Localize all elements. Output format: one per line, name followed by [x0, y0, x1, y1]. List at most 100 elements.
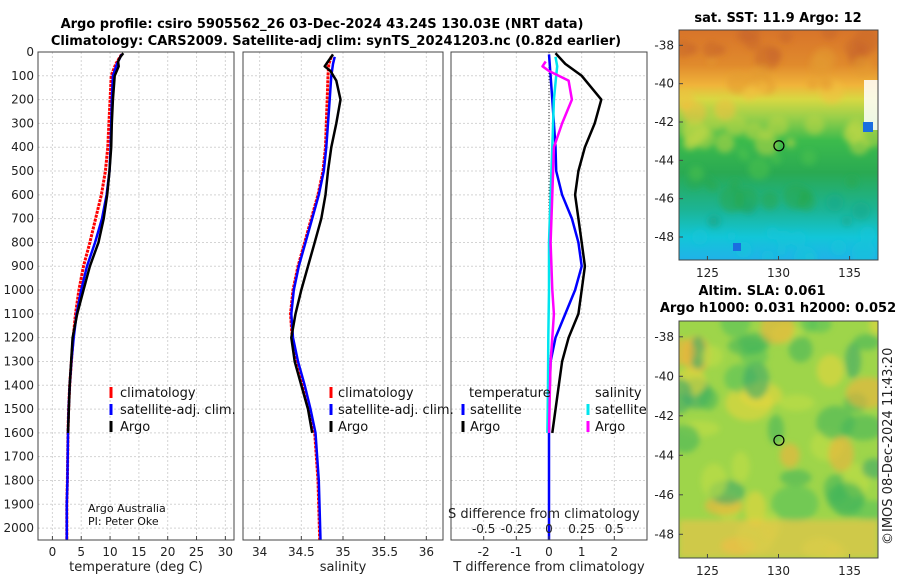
sst-texture-blob	[761, 250, 774, 260]
sst-texture-blob	[852, 202, 870, 220]
sst-texture-blob	[841, 215, 853, 227]
sla-texture-blob	[689, 335, 706, 370]
sst-texture-blob	[766, 47, 782, 63]
sst-texture-blob	[826, 194, 844, 212]
map-y-tick-label: -38	[654, 38, 674, 52]
salinity-legend: climatology satellite-adj. clim. Argo	[329, 386, 454, 435]
sst-texture-blob	[692, 229, 708, 245]
y-tick-label: 300	[11, 116, 34, 130]
sla-texture-blob	[731, 451, 750, 483]
y-tick-label: 600	[11, 188, 34, 202]
sla-texture-blob	[744, 491, 767, 526]
float-position-marker	[773, 140, 785, 152]
s-tick-label: 0.5	[605, 522, 624, 536]
x-tick-label: 34.5	[288, 545, 315, 559]
sst-texture-blob	[777, 246, 786, 256]
map-x-tick-label: 135	[838, 266, 861, 280]
sla-texture-blob	[701, 345, 723, 367]
x-tick-label: 15	[131, 545, 146, 559]
y-tick-label: 1100	[3, 307, 34, 321]
sla-texture-blob	[760, 321, 795, 345]
sla-texture-blob	[698, 387, 719, 411]
sst-texture-blob	[745, 122, 763, 140]
sla-texture-blob	[679, 424, 700, 453]
map-y-tick-label: -44	[654, 153, 674, 167]
difference-legend: temperature salinity satellite Argo sate…	[461, 386, 647, 435]
x-tick-label: 10	[102, 545, 117, 559]
title-line-1: Argo profile: csiro 5905562_26 03-Dec-20…	[61, 17, 584, 32]
sst-texture-blob	[707, 213, 722, 229]
legend-s-argo-label: Argo	[595, 420, 625, 435]
sst-texture-blob	[860, 226, 876, 242]
series-satellite-adj-clim-	[290, 56, 336, 541]
legend-satellite-label: satellite-adj. clim.	[120, 403, 236, 418]
sst-texture-blob	[767, 115, 789, 136]
sla-texture-blob	[816, 405, 855, 440]
sla-texture-blob	[853, 334, 878, 351]
sst-texture-blob	[686, 43, 699, 55]
legend-salinity-title: salinity	[595, 386, 642, 401]
salinity-panel: 34 34.5 35 35.5 36 salinity	[242, 51, 444, 575]
legend-climatology-label: climatology	[338, 386, 414, 401]
y-tick-label: 1800	[3, 473, 34, 487]
sst-texture-blob	[852, 57, 872, 77]
sla-texture-blob	[679, 520, 878, 558]
credit-line-1: Argo Australia	[88, 502, 166, 515]
y-tick-label: 1400	[3, 378, 34, 392]
sst-texture-blob	[733, 187, 759, 213]
map-y-tick-label: -40	[654, 369, 674, 383]
sst-texture-blob	[812, 47, 836, 71]
sst-texture-blob	[707, 57, 716, 66]
float-position-marker	[773, 434, 785, 446]
sla-map-axes: 125 130 135 -38 -40 -42 -44 -46 -48	[654, 330, 861, 578]
sst-texture-blob	[766, 227, 779, 240]
title-line-2: Climatology: CARS2009. Satellite-adj cli…	[51, 34, 621, 49]
sla-texture-blob	[743, 361, 770, 400]
sla-texture-blob	[826, 483, 865, 513]
sla-texture-blob	[679, 378, 693, 414]
sst-cold-patch	[733, 243, 741, 251]
sla-texture-blob	[771, 485, 819, 523]
sst-texture-blob	[706, 179, 719, 192]
x-tick-label: -2	[478, 545, 490, 559]
map-x-tick-label: 130	[767, 266, 790, 280]
s-tick-label: -0.5	[472, 522, 495, 536]
sst-texture-blob	[748, 157, 770, 180]
legend-t-satellite-label: satellite	[470, 403, 522, 418]
sla-map-title-1: Altim. SLA: 0.061	[699, 284, 826, 299]
y-tick-label: 500	[11, 164, 34, 178]
sst-texture-blob	[754, 132, 778, 156]
sst-texture-blob	[801, 150, 817, 166]
legend-temperature-title: temperature	[469, 386, 551, 401]
map-x-tick-label: 125	[696, 564, 719, 578]
x-tick-label: 5	[77, 545, 85, 559]
sst-texture-blob	[779, 30, 793, 44]
map-y-tick-label: -42	[654, 115, 674, 129]
x-axis-label: salinity	[320, 560, 367, 575]
series-argo	[66, 52, 125, 433]
s-tick-label: 0.25	[568, 522, 595, 536]
credit-line-2: PI: Peter Oke	[88, 515, 159, 528]
sla-texture-blob	[788, 336, 813, 363]
sst-texture-blob	[831, 239, 847, 256]
sst-texture-blob	[681, 118, 707, 145]
sst-landmask-patch	[864, 80, 878, 130]
sst-map: 125 130 135 -38 -40 -42 -44 -46 -48	[654, 29, 879, 280]
y-tick-label: 900	[11, 259, 34, 273]
x-tick-label: 35.5	[371, 545, 398, 559]
y-tick-label: 1500	[3, 402, 34, 416]
x-tick-label: 2	[611, 545, 619, 559]
legend-argo-label: Argo	[120, 420, 150, 435]
plot-area	[38, 52, 234, 540]
sst-texture-blob	[804, 252, 816, 260]
sst-texture-blob	[726, 71, 750, 95]
map-x-tick-label: 125	[696, 266, 719, 280]
sst-texture-blob	[819, 76, 833, 91]
legend-climatology-label: climatology	[120, 386, 196, 401]
series-t-argo	[551, 52, 603, 434]
sst-texture-blob	[724, 113, 747, 136]
x-tick-label: 34	[252, 545, 267, 559]
map-x-tick-label: 135	[838, 564, 861, 578]
sla-texture-blob	[816, 354, 844, 387]
sst-texture-blob	[688, 165, 704, 182]
